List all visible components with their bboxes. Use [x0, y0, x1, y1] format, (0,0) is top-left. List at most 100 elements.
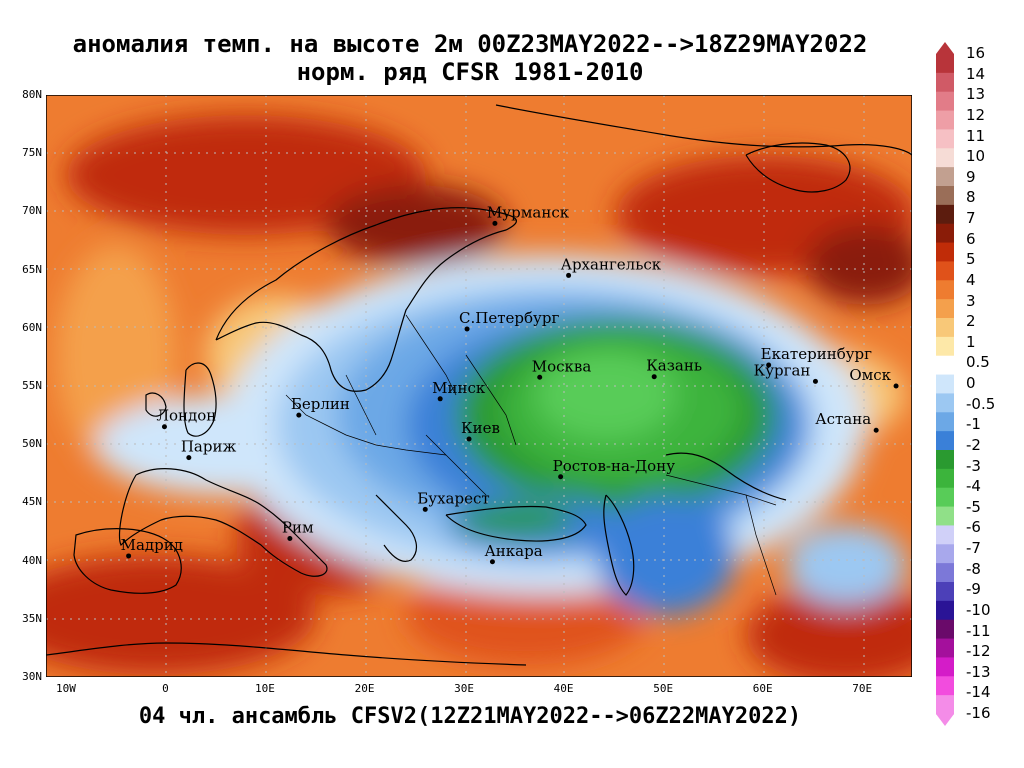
colorbar-swatch [936, 638, 954, 658]
city-label: Бухарест [417, 489, 489, 507]
colorbar-label: -0.5 [966, 394, 996, 413]
city-marker [437, 396, 443, 402]
city-marker [287, 535, 293, 541]
colorbar-swatch [936, 412, 954, 432]
colorbar-swatch [936, 393, 954, 413]
city-label: Астана [815, 410, 871, 428]
colorbar-swatch [936, 619, 954, 640]
city-marker [566, 272, 572, 278]
colorbar-label: 0.5 [966, 353, 990, 372]
colorbar-label: -13 [966, 662, 991, 681]
latitude-label: 40N [22, 553, 42, 567]
colorbar-label: -1 [966, 415, 981, 434]
longitude-label: 30E [454, 682, 474, 695]
colorbar-swatch [936, 676, 954, 696]
colorbar-swatch [936, 563, 954, 583]
colorbar-swatch [936, 355, 954, 376]
colorbar-swatch [936, 582, 954, 602]
map-title-line2: норм. ряд CFSR 1981-2010 [296, 58, 644, 86]
latitude-label: 75N [22, 146, 42, 160]
colorbar-swatch [936, 186, 954, 206]
colorbar-label: -6 [966, 518, 981, 537]
colorbar-label: 3 [966, 291, 976, 310]
colorbar-swatch [936, 242, 954, 262]
colorbar-swatch [936, 695, 954, 715]
city-marker [422, 506, 428, 512]
colorbar-swatch [936, 91, 954, 112]
city-label: Мурманск [487, 203, 570, 221]
colorbar-label: -16 [966, 704, 991, 722]
colorbar-swatch [936, 204, 954, 225]
colorbar-label: -10 [966, 600, 991, 619]
latitude-label: 70N [22, 204, 42, 218]
longitude-label: 10E [255, 682, 275, 695]
longitude-label: 10W [55, 682, 76, 695]
colorbar-label: 10 [966, 147, 986, 166]
colorbar-swatch [936, 54, 954, 74]
colorbar-swatch [936, 657, 954, 677]
coastlines [46, 104, 912, 666]
colorbar [936, 42, 954, 726]
longitude-label: 50E [653, 682, 674, 695]
colorbar-swatch [936, 261, 954, 281]
map-canvas: Мурманск Архангельск С.Петербург Москва Каза… [46, 95, 912, 677]
city-label: Ростов-на-Дону [553, 457, 676, 475]
colorbar-label: -12 [966, 642, 991, 661]
city-label: Курган [754, 361, 811, 379]
colorbar-label: 16 [966, 44, 986, 62]
colorbar-label: 4 [966, 270, 976, 289]
city-marker [537, 374, 543, 380]
city-marker [812, 378, 818, 384]
colorbar-label: -8 [966, 559, 981, 578]
colorbar-label: -5 [966, 497, 981, 516]
temperature-anomaly-map: Мурманск Архангельск С.Петербург Москва Каза… [46, 95, 912, 677]
colorbar-swatch [936, 525, 954, 545]
city-marker [161, 424, 167, 430]
longitude-label: 0 [162, 682, 169, 695]
city-label: Мадрид [121, 536, 183, 554]
colorbar-label: 6 [966, 229, 976, 248]
city-label: Берлин [291, 395, 350, 413]
colorbar-swatch [936, 318, 954, 338]
city-label: Анкара [484, 542, 542, 560]
colorbar-label: -2 [966, 435, 981, 454]
colorbar-label: -14 [966, 683, 991, 702]
colorbar-label: 5 [966, 250, 976, 269]
colorbar-swatch [936, 148, 954, 168]
city-label: Киев [461, 419, 500, 437]
graticule [46, 95, 912, 677]
latitude-label: 45N [22, 495, 42, 509]
colorbar-top-arrow [936, 42, 954, 54]
colorbar-label: 1 [966, 332, 976, 351]
latitude-label: 50N [22, 437, 42, 451]
longitude-label: 70E [852, 682, 873, 695]
city-label: Архангельск [561, 255, 662, 273]
city-marker [766, 362, 772, 368]
colorbar-swatch [936, 468, 954, 489]
colorbar-label: 13 [966, 85, 986, 104]
colorbar-swatch [936, 72, 954, 93]
city-label: Москва [532, 357, 592, 375]
colorbar-label: 7 [966, 209, 976, 227]
anomaly-field [46, 115, 912, 677]
latitude-label: 55N [22, 379, 42, 392]
city-markers: Мурманск Архангельск С.Петербург Москва Каза… [121, 203, 899, 565]
longitude-label: 20E [354, 682, 375, 695]
colorbar-swatch [936, 223, 954, 244]
colorbar-label: -11 [966, 621, 991, 640]
city-marker [492, 220, 498, 226]
map-title-line1: аномалия темп. на высоте 2м 00Z23MAY2022… [72, 30, 868, 58]
city-marker [893, 383, 899, 389]
colorbar-swatch [936, 167, 954, 187]
city-marker [126, 553, 132, 559]
city-marker [296, 412, 302, 418]
city-label: С.Петербург [459, 309, 559, 327]
colorbar-swatch [936, 431, 954, 451]
colorbar-label: 2 [966, 312, 976, 331]
city-marker [186, 455, 192, 461]
city-label: Минск [432, 379, 486, 397]
latitude-label: 35N [22, 611, 42, 625]
city-marker [489, 559, 495, 565]
colorbar-swatch [936, 600, 954, 621]
colorbar-label: 9 [966, 167, 976, 186]
